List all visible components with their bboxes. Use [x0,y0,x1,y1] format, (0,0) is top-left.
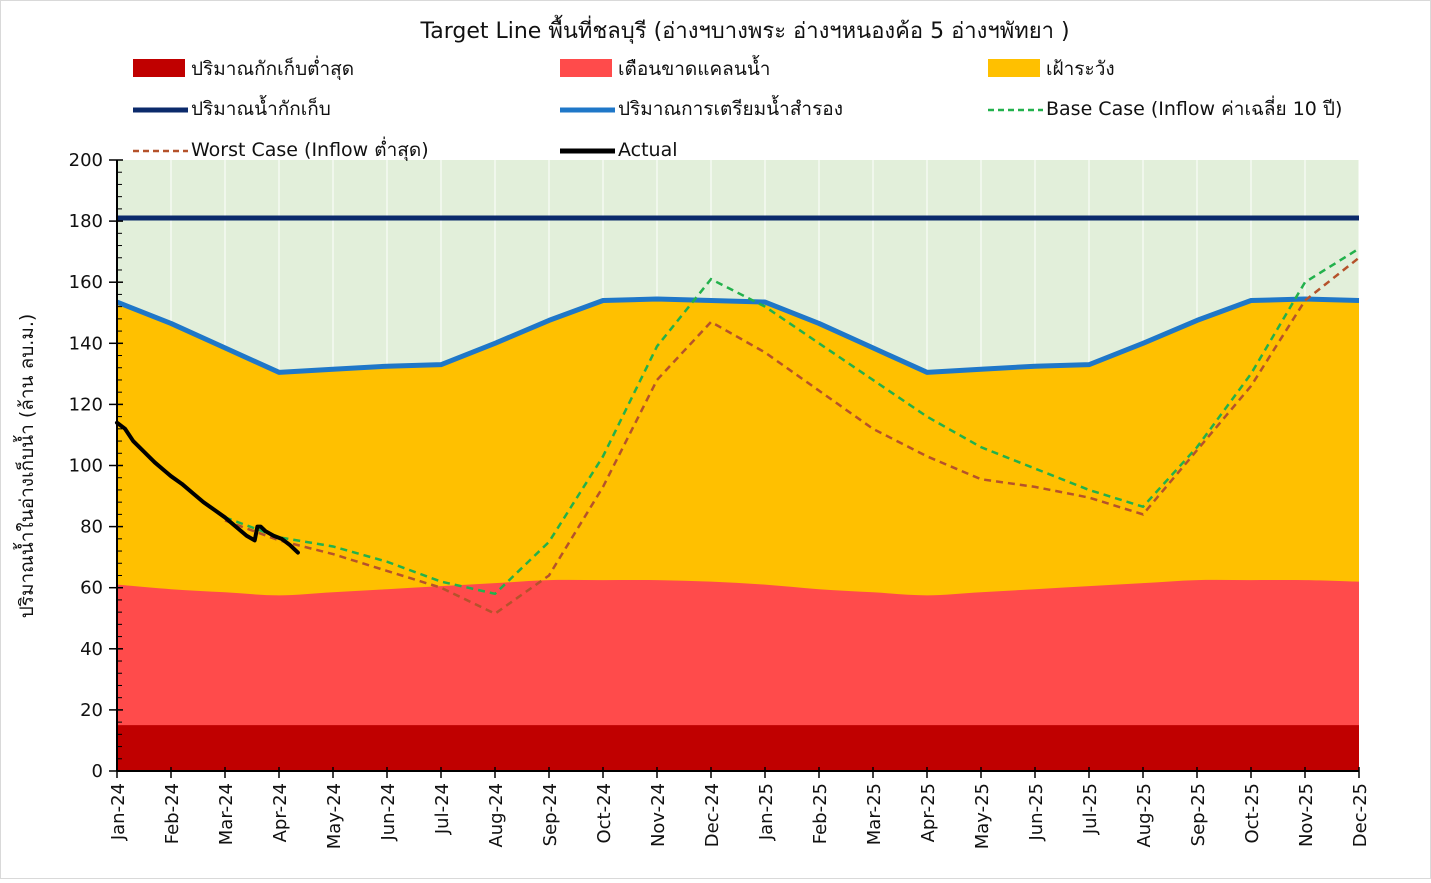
x-tick-label: Jun-25 [1026,783,1047,842]
x-tick-label: Aug-25 [1134,783,1155,848]
y-tick-label: 0 [92,761,103,782]
y-tick-label: 160 [69,272,103,293]
zone-min-storage [117,725,1359,771]
chart-title: Target Line พื้นที่ชลบุรี (อ่างฯบางพระ อ… [419,15,1069,44]
legend-item: Worst Case (Inflow ต่ำสุด) [133,136,429,162]
legend-label: ปริมาณน้ำกักเก็บ [191,95,331,120]
y-tick-label: 180 [69,211,103,232]
legend-label: เฝ้าระวัง [1046,58,1115,80]
x-tick-label: Mar-25 [864,783,885,845]
zone-shortage-warning [117,579,1359,771]
legend-item: ปริมาณน้ำกักเก็บ [133,95,331,120]
x-tick-label: Jul-25 [1080,783,1101,835]
y-axis-title: ปริมาณน้ำในอ่างเก็บน้ำ (ล้าน ลบ.ม.) [13,314,38,619]
series-base-case [224,247,1360,596]
x-tick-label: Nov-24 [648,783,669,847]
x-tick-label: Sep-24 [540,783,561,846]
legend-item: Actual [560,139,678,161]
legend-item: ปริมาณการเตรียมน้ำสำรอง [560,95,843,120]
legend-label: Actual [618,139,678,161]
y-tick-label: 120 [69,394,103,415]
legend-label: ปริมาณกักเก็บต่ำสุด [191,55,354,81]
y-tick-label: 100 [69,456,103,477]
legend-swatch [133,59,185,77]
plot-area [115,160,1360,771]
x-tick-label: Jan-24 [108,783,129,841]
y-tick-label: 200 [69,150,103,171]
x-tick-label: Dec-25 [1350,783,1371,847]
x-tick-label: Apr-25 [918,783,939,842]
x-tick-label: May-24 [324,783,345,849]
x-tick-label: Feb-24 [162,783,183,844]
axes: 0 20 40 60 80 100 120 140 160 180 200 Jan-24 Feb-24 M… [69,150,1371,849]
x-tick-label: Sep-25 [1188,783,1209,846]
legend-label: ปริมาณการเตรียมน้ำสำรอง [618,95,843,120]
y-tick-label: 40 [80,639,103,660]
series-worst-case [224,256,1360,616]
y-tick-label: 140 [69,333,103,354]
legend-item: เฝ้าระวัง [988,58,1115,80]
legend-swatch [560,59,612,77]
series-actual [115,420,300,555]
x-tick-label: Nov-25 [1296,783,1317,847]
x-tick-label: Feb-25 [810,783,831,844]
x-tick-label: May-25 [972,783,993,849]
x-tick-label: Mar-24 [216,783,237,845]
legend-label: Base Case (Inflow ค่าเฉลี่ย 10 ปี) [1046,95,1342,120]
legend-item: Base Case (Inflow ค่าเฉลี่ย 10 ปี) [988,95,1342,120]
x-tick-label: Apr-24 [270,783,291,842]
legend-item: ปริมาณกักเก็บต่ำสุด [133,55,354,81]
x-tick-label: Dec-24 [702,783,723,847]
legend: ปริมาณกักเก็บต่ำสุด เตือนขาดแคลนน้ำ เฝ้าระ… [133,55,1342,162]
legend-swatch [988,59,1040,77]
x-tick-label: Oct-25 [1242,783,1263,844]
y-tick-label: 20 [80,700,103,721]
series-reserve-line [116,296,1360,375]
y-tick-label: 60 [80,578,103,599]
y-tick-label: 80 [80,517,103,538]
legend-label: Worst Case (Inflow ต่ำสุด) [191,136,429,162]
x-tick-label: Jun-24 [378,783,399,842]
x-tick-label: Jan-25 [756,783,777,841]
legend-item: เตือนขาดแคลนน้ำ [560,55,770,80]
x-tick-label: Jul-24 [432,783,453,835]
x-tick-label: Aug-24 [486,783,507,848]
legend-label: เตือนขาดแคลนน้ำ [618,55,770,80]
x-tick-label: Oct-24 [594,783,615,844]
